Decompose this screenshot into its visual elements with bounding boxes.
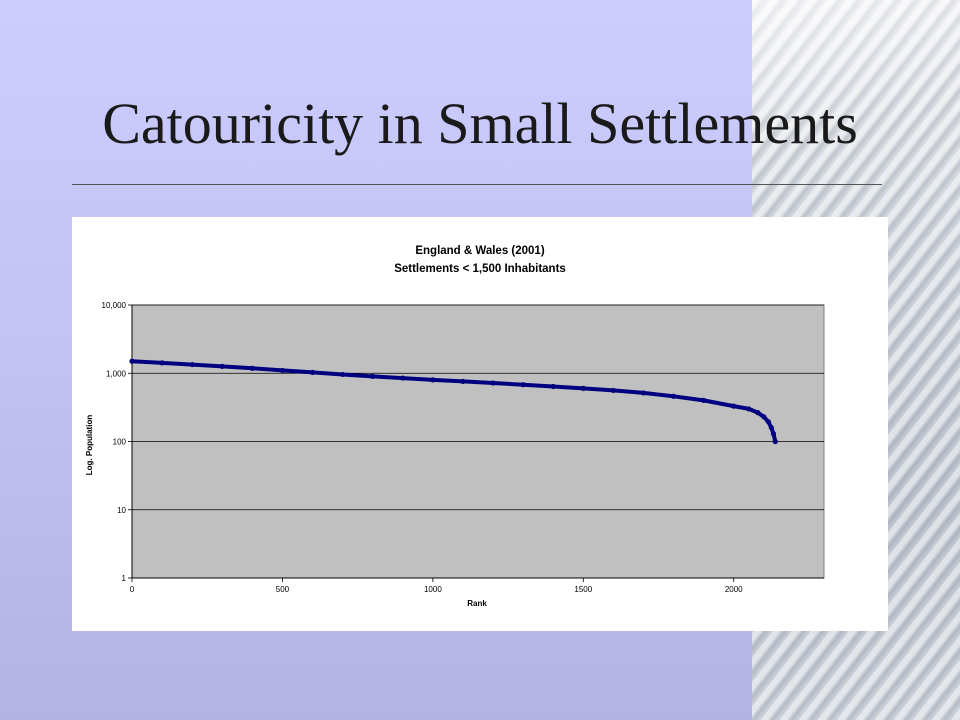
- x-tick-label: 0: [130, 585, 135, 594]
- data-point: [772, 438, 778, 445]
- chart-container: England & Wales (2001) Settlements < 1,5…: [72, 217, 888, 631]
- data-point: [460, 378, 466, 384]
- data-point: [550, 383, 556, 390]
- x-tick-label: 1000: [424, 585, 442, 594]
- data-point: [580, 385, 586, 391]
- y-tick-label: 100: [113, 438, 127, 447]
- data-point: [189, 361, 195, 368]
- chart-title: England & Wales (2001): [415, 245, 545, 257]
- chart-subtitle: Settlements < 1,500 Inhabitants: [394, 263, 566, 275]
- data-point: [770, 431, 777, 437]
- data-point: [520, 382, 526, 388]
- data-point: [279, 367, 286, 374]
- data-point: [701, 397, 707, 404]
- data-point: [159, 360, 165, 366]
- data-point: [430, 377, 436, 383]
- data-point: [670, 393, 677, 399]
- data-point: [746, 406, 752, 412]
- x-tick-label: 500: [276, 585, 290, 594]
- data-point: [129, 358, 135, 364]
- series-line: [130, 359, 778, 444]
- y-tick-label: 1: [122, 574, 127, 583]
- data-point: [640, 390, 647, 396]
- data-point: [400, 375, 406, 381]
- data-point: [309, 369, 316, 375]
- data-point: [610, 387, 616, 394]
- data-point: [249, 365, 255, 371]
- data-point: [765, 419, 771, 425]
- y-tick-label: 1,000: [106, 369, 127, 378]
- chart-svg: 1 10 100 1,000 10,000 0 500 1000 1500 2000 Rank Log…: [85, 301, 825, 608]
- data-point: [340, 371, 346, 378]
- data-point: [370, 373, 376, 379]
- data-point: [731, 403, 737, 409]
- data-point: [761, 414, 767, 420]
- x-tick-label: 2000: [725, 585, 743, 594]
- data-point: [768, 424, 774, 431]
- title-divider: [72, 184, 882, 185]
- data-point: [219, 363, 225, 369]
- dune-highlight: [752, 0, 960, 160]
- x-tick-label: 1500: [574, 585, 592, 594]
- y-tick-label: 10: [117, 506, 126, 515]
- y-axis-label: Log. Population: [85, 415, 94, 476]
- data-point: [490, 380, 496, 386]
- x-axis-label: Rank: [467, 599, 487, 608]
- y-tick-label: 10,000: [102, 301, 127, 310]
- slide-title: Catouricity in Small Settlements: [102, 91, 858, 156]
- data-point: [755, 410, 761, 416]
